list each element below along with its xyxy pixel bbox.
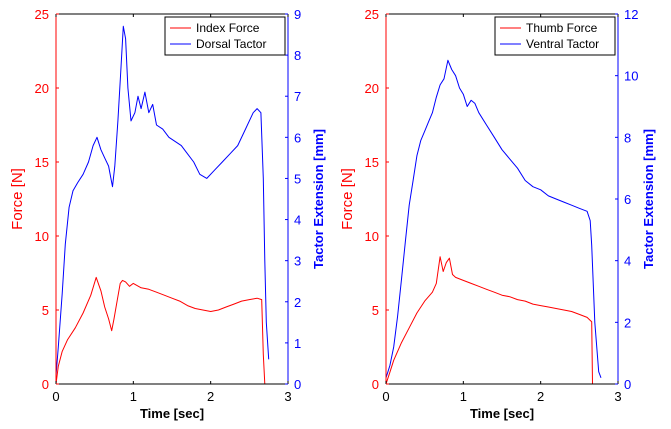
x-tick-label: 0 [52, 389, 59, 404]
x-tick-label: 2 [207, 389, 214, 404]
left-y-tick-label: 5 [42, 303, 49, 318]
series-line-tactor [385, 59, 602, 378]
right-y-tick-label: 2 [624, 315, 631, 330]
right-y-axis-label: Tactor Extension [mm] [311, 129, 326, 269]
legend-box [164, 16, 286, 56]
right-y-tick-label: 5 [294, 171, 301, 186]
left-y-tick-label: 10 [365, 229, 379, 244]
left-y-tick-label: 20 [35, 81, 49, 96]
x-tick-label: 2 [537, 389, 544, 404]
x-tick-label: 1 [130, 389, 137, 404]
right-y-tick-label: 0 [294, 377, 301, 392]
right-y-tick-label: 9 [294, 7, 301, 22]
left-y-tick-label: 0 [372, 377, 379, 392]
right-y-tick-label: 12 [624, 7, 638, 22]
series-line-tactor [55, 25, 270, 376]
right-y-tick-label: 3 [294, 254, 301, 269]
left-y-tick-label: 25 [35, 7, 49, 22]
legend: Index Force Dorsal Tactor [164, 16, 286, 56]
x-axis-label: Time [sec] [470, 406, 534, 421]
left-y-axis-label: Force [N] [9, 168, 26, 230]
x-tick-label: 3 [284, 389, 291, 404]
series-line-force [385, 256, 593, 385]
left-y-tick-label: 5 [372, 303, 379, 318]
x-tick-label: 3 [614, 389, 621, 404]
x-tick-label: 0 [382, 389, 389, 404]
left-y-tick-label: 0 [42, 377, 49, 392]
right-y-tick-label: 4 [294, 213, 301, 228]
right-y-tick-label: 2 [294, 295, 301, 310]
right-y-tick-label: 0 [624, 377, 631, 392]
right-y-tick-label: 6 [624, 192, 631, 207]
right-y-tick-label: 4 [624, 254, 631, 269]
legend-entry: Ventral Tactor [526, 37, 599, 51]
right-y-tick-label: 6 [294, 130, 301, 145]
left-y-tick-label: 10 [35, 229, 49, 244]
right-y-tick-label: 1 [294, 336, 301, 351]
right-y-tick-label: 7 [294, 89, 301, 104]
left-y-tick-label: 20 [365, 81, 379, 96]
legend-entry: Index Force [196, 21, 260, 35]
left-y-tick-label: 15 [365, 155, 379, 170]
legend-entry: Thumb Force [526, 21, 598, 35]
series-line-force [55, 276, 266, 385]
legend-box [494, 16, 616, 56]
x-tick-label: 1 [460, 389, 467, 404]
left-y-tick-label: 15 [35, 155, 49, 170]
right-y-tick-label: 8 [294, 48, 301, 63]
right-y-tick-label: 10 [624, 69, 638, 84]
legend: Thumb Force Ventral Tactor [494, 16, 616, 56]
legend-entry: Dorsal Tactor [196, 37, 266, 51]
left-y-tick-label: 25 [365, 7, 379, 22]
right-y-tick-label: 8 [624, 130, 631, 145]
x-axis-label: Time [sec] [140, 406, 204, 421]
right-y-axis-label: Tactor Extension [mm] [641, 129, 656, 269]
left-y-axis-label: Force [N] [339, 168, 356, 230]
